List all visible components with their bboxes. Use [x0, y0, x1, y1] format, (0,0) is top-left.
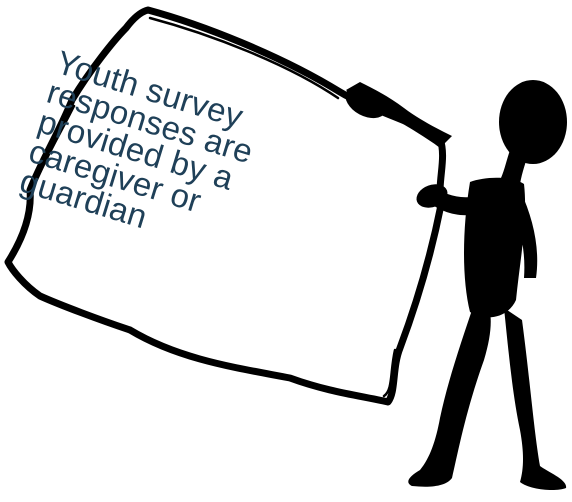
sign-border-texture: [28, 16, 397, 398]
stick-figure-icon: [408, 80, 567, 490]
figure-hand-icon: [345, 85, 387, 119]
